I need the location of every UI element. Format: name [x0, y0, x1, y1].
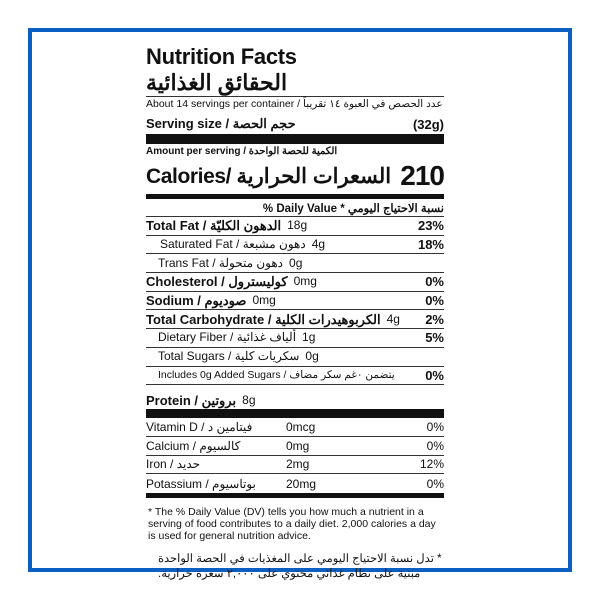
nutrient-row: Includes 0g Added Sugars / يتضمن ٠غم سكر… [146, 367, 444, 386]
nutrient-name: Includes 0g Added Sugars / يتضمن ٠غم سكر… [158, 368, 395, 381]
nutrient-amount: 0g [289, 255, 303, 270]
nutrient-name: Total Carbohydrate / الكربوهيدرات الكلية [146, 311, 381, 327]
nutrient-name: Dietary Fiber / ألياف غذائية [158, 330, 297, 345]
nutrient-row: Total Carbohydrate / الكربوهيدرات الكلية… [146, 310, 444, 330]
vitamin-name: Vitamin D / فيتامين د [146, 420, 253, 435]
nutrient-name-group: Total Fat / الدهون الكليّة 18g [146, 218, 412, 233]
calories-value: 210 [400, 160, 445, 191]
medium-divider [146, 492, 444, 498]
nutrient-dv: 0% [425, 293, 444, 309]
nutrient-name: Trans Fat / دهون متحولة [158, 255, 284, 270]
nutrient-name-group: Sodium / صوديوم 0mg [146, 293, 419, 308]
nutrient-name-group: Total Sugars / سكريات كلية 0g [146, 349, 438, 364]
nutrient-row: Protein / بروتين 8g [146, 385, 444, 409]
nutrient-row: Sodium / صوديوم 0mg 0% [146, 292, 444, 311]
thick-divider [146, 134, 444, 144]
thick-divider [146, 409, 444, 419]
nutrient-amount: 8g [242, 393, 256, 408]
serving-size: Serving size / حجم الحصة (32g) [146, 115, 444, 133]
nutrient-name-group: Trans Fat / دهون متحولة 0g [146, 256, 438, 271]
nutrient-name: Protein / بروتين [146, 393, 237, 409]
nutrient-amount: 4g [311, 237, 326, 252]
calories-row: Calories/ السعرات الحرارية 210 [146, 160, 445, 192]
vitamin-dv: 0% [426, 420, 444, 435]
vitamin-row: Calcium / كالسيوم 0mg 0% [146, 437, 444, 456]
nutrient-name-group: Total Carbohydrate / الكربوهيدرات الكلية… [146, 312, 419, 327]
title-en: Nutrition Facts [146, 44, 297, 69]
nutrient-amount: 4g [386, 311, 400, 326]
nutrient-dv: 23% [417, 218, 444, 234]
medium-divider [146, 194, 444, 199]
nutrient-row: Total Sugars / سكريات كلية 0g [146, 348, 444, 367]
vitamin-row: Potassium / بوتاسيوم 20mg 0% [146, 474, 444, 493]
vitamin-row: Vitamin D / فيتامين د 0mcg 0% [146, 418, 444, 437]
nutrient-row: Saturated Fat / دهون مشبعة 4g 18% [146, 236, 444, 255]
nutrient-dv: 2% [425, 311, 444, 327]
nutrient-amount: 18g [287, 218, 308, 233]
serving-size-value: (32g) [412, 116, 444, 132]
nutrient-row: Trans Fat / دهون متحولة 0g [146, 254, 444, 274]
nutrient-dv: 18% [417, 237, 444, 253]
daily-value-header: % Daily Value * نسبة الاحتياج اليومي [146, 199, 444, 217]
nutrient-amount: 0mg [252, 293, 276, 308]
nutrient-row: Total Fat / الدهون الكليّة 18g 23% [146, 217, 444, 236]
vitamin-amount: 2mg [286, 457, 310, 472]
nutrient-name: Sodium / صوديوم [146, 293, 247, 309]
footnote-en: * The % Daily Value (DV) tells you how m… [148, 505, 436, 542]
vitamin-row: Iron / حديد 2mg 12% [146, 456, 444, 475]
nutrient-name: Saturated Fat / دهون مشبعة [160, 237, 306, 252]
amount-per-serving: Amount per serving / الكمية للحصة الواحد… [146, 146, 338, 157]
servings-per-container: About 14 servings per container / عدد ال… [146, 98, 443, 110]
nutrient-row: Cholesterol / كوليسترول 0mg 0% [146, 273, 444, 292]
nutrient-name: Total Sugars / سكريات كلية [158, 349, 300, 364]
vitamin-amount: 20mg [286, 476, 317, 491]
vitamin-name: Iron / حديد [146, 457, 201, 472]
nutrient-dv: 0% [425, 367, 444, 383]
vitamin-dv: 0% [426, 476, 444, 491]
nutrient-dv: 5% [425, 330, 444, 346]
footnote-ar: * تدل نسبة الاحتياج اليومي على المغذيات … [158, 552, 442, 580]
nutrient-name-group: Dietary Fiber / ألياف غذائية 1g [146, 330, 419, 345]
nutrient-amount: 0g [305, 349, 319, 364]
vitamin-dv: 0% [426, 438, 444, 453]
title-ar: الحقائق الغذائية [146, 70, 288, 95]
nutrient-row: Dietary Fiber / ألياف غذائية 1g 5% [146, 329, 444, 348]
nutrient-name-group: Protein / بروتين 8g [146, 393, 438, 408]
nutrient-name-group: Saturated Fat / دهون مشبعة 4g [146, 237, 412, 252]
nutrient-amount: 0mg [293, 274, 317, 289]
nutrient-amount: 1g [302, 330, 316, 345]
vitamin-amount: 0mg [286, 438, 310, 453]
nutrient-dv: 0% [425, 274, 444, 290]
vitamin-name: Calcium / كالسيوم [146, 438, 241, 453]
nutrition-label: Nutrition Facts الحقائق الغذائية About 1… [146, 44, 445, 582]
calories-label: Calories/ السعرات الحرارية [146, 164, 392, 188]
label-title: Nutrition Facts الحقائق الغذائية [146, 44, 444, 97]
nutrient-name-group: Cholesterol / كوليسترول 0mg [146, 274, 419, 289]
nutrient-name-group: Includes 0g Added Sugars / يتضمن ٠غم سكر… [146, 368, 419, 383]
nutrient-name: Total Fat / الدهون الكليّة [146, 218, 282, 234]
serving-size-label: Serving size / حجم الحصة [146, 116, 296, 131]
nutrient-name: Cholesterol / كوليسترول [146, 274, 288, 290]
blue-frame [28, 28, 572, 572]
vitamin-name: Potassium / بوتاسيوم [146, 476, 256, 491]
vitamin-amount: 0mcg [286, 420, 316, 435]
vitamin-dv: 12% [419, 457, 444, 472]
